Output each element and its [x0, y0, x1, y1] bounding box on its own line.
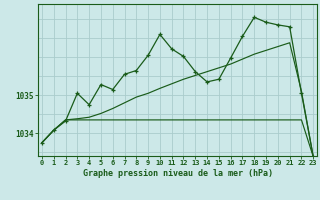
X-axis label: Graphe pression niveau de la mer (hPa): Graphe pression niveau de la mer (hPa): [83, 169, 273, 178]
